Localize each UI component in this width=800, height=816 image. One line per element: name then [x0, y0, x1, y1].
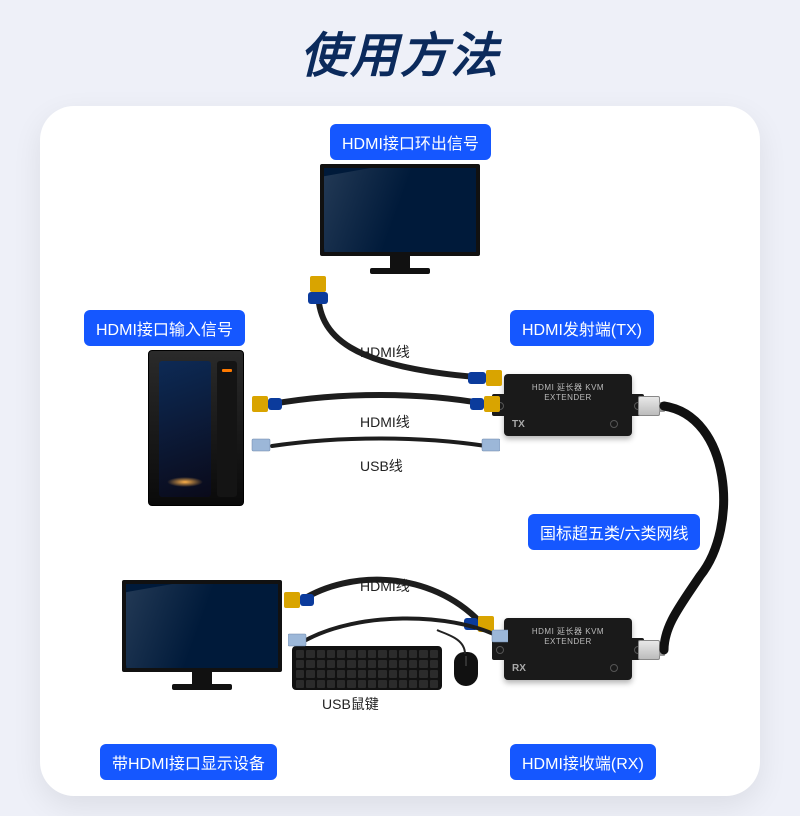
usb-cable-pc [250, 428, 500, 468]
monitor-bottom [122, 580, 282, 690]
page-title: 使用方法 [0, 16, 800, 86]
keyboard [292, 646, 442, 690]
hdmi-cable-input [250, 382, 500, 432]
diagram-card: HDMI接口环出信号 HDMI接口输入信号 HDMI发射端(TX) 国标超五类/… [40, 106, 760, 796]
hdmi-cable-loop [288, 276, 508, 386]
usb-cable-km [288, 606, 508, 652]
